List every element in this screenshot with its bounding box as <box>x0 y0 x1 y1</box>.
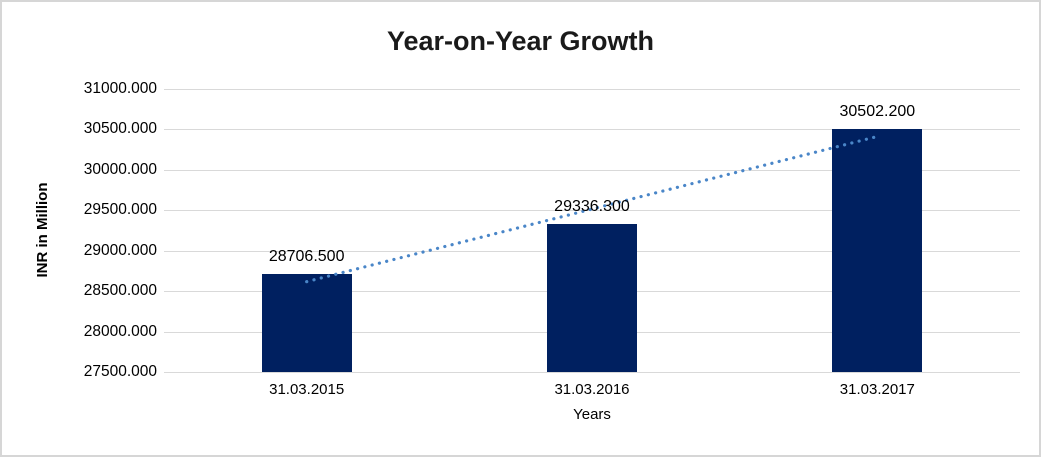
bar <box>261 274 352 372</box>
y-tick-label: 27500.000 <box>83 363 157 380</box>
data-label: 30502.200 <box>839 103 916 121</box>
bar <box>547 223 637 372</box>
data-label: 28706.500 <box>268 248 345 266</box>
x-category-label: 31.03.2015 <box>269 381 345 398</box>
y-tick-label: 29000.000 <box>83 241 157 259</box>
grid-line <box>164 372 1020 373</box>
y-tick-label: 30000.000 <box>83 160 157 178</box>
y-tick-label: 28000.000 <box>83 322 157 340</box>
bar <box>832 129 923 372</box>
chart-title: Year-on-Year Growth <box>386 26 655 56</box>
x-axis-title: Years <box>573 406 611 423</box>
grid-line <box>164 129 1020 131</box>
y-tick-label: 30500.000 <box>83 120 157 138</box>
grid-line <box>164 89 1020 90</box>
y-tick-label: 28500.000 <box>83 282 157 300</box>
x-category-label: 31.03.2016 <box>554 381 630 398</box>
x-category-label: 31.03.2017 <box>839 381 915 398</box>
data-label: 29336.300 <box>554 197 630 215</box>
y-tick-label: 29500.000 <box>83 201 157 219</box>
y-tick-label: 31000.000 <box>83 80 157 97</box>
